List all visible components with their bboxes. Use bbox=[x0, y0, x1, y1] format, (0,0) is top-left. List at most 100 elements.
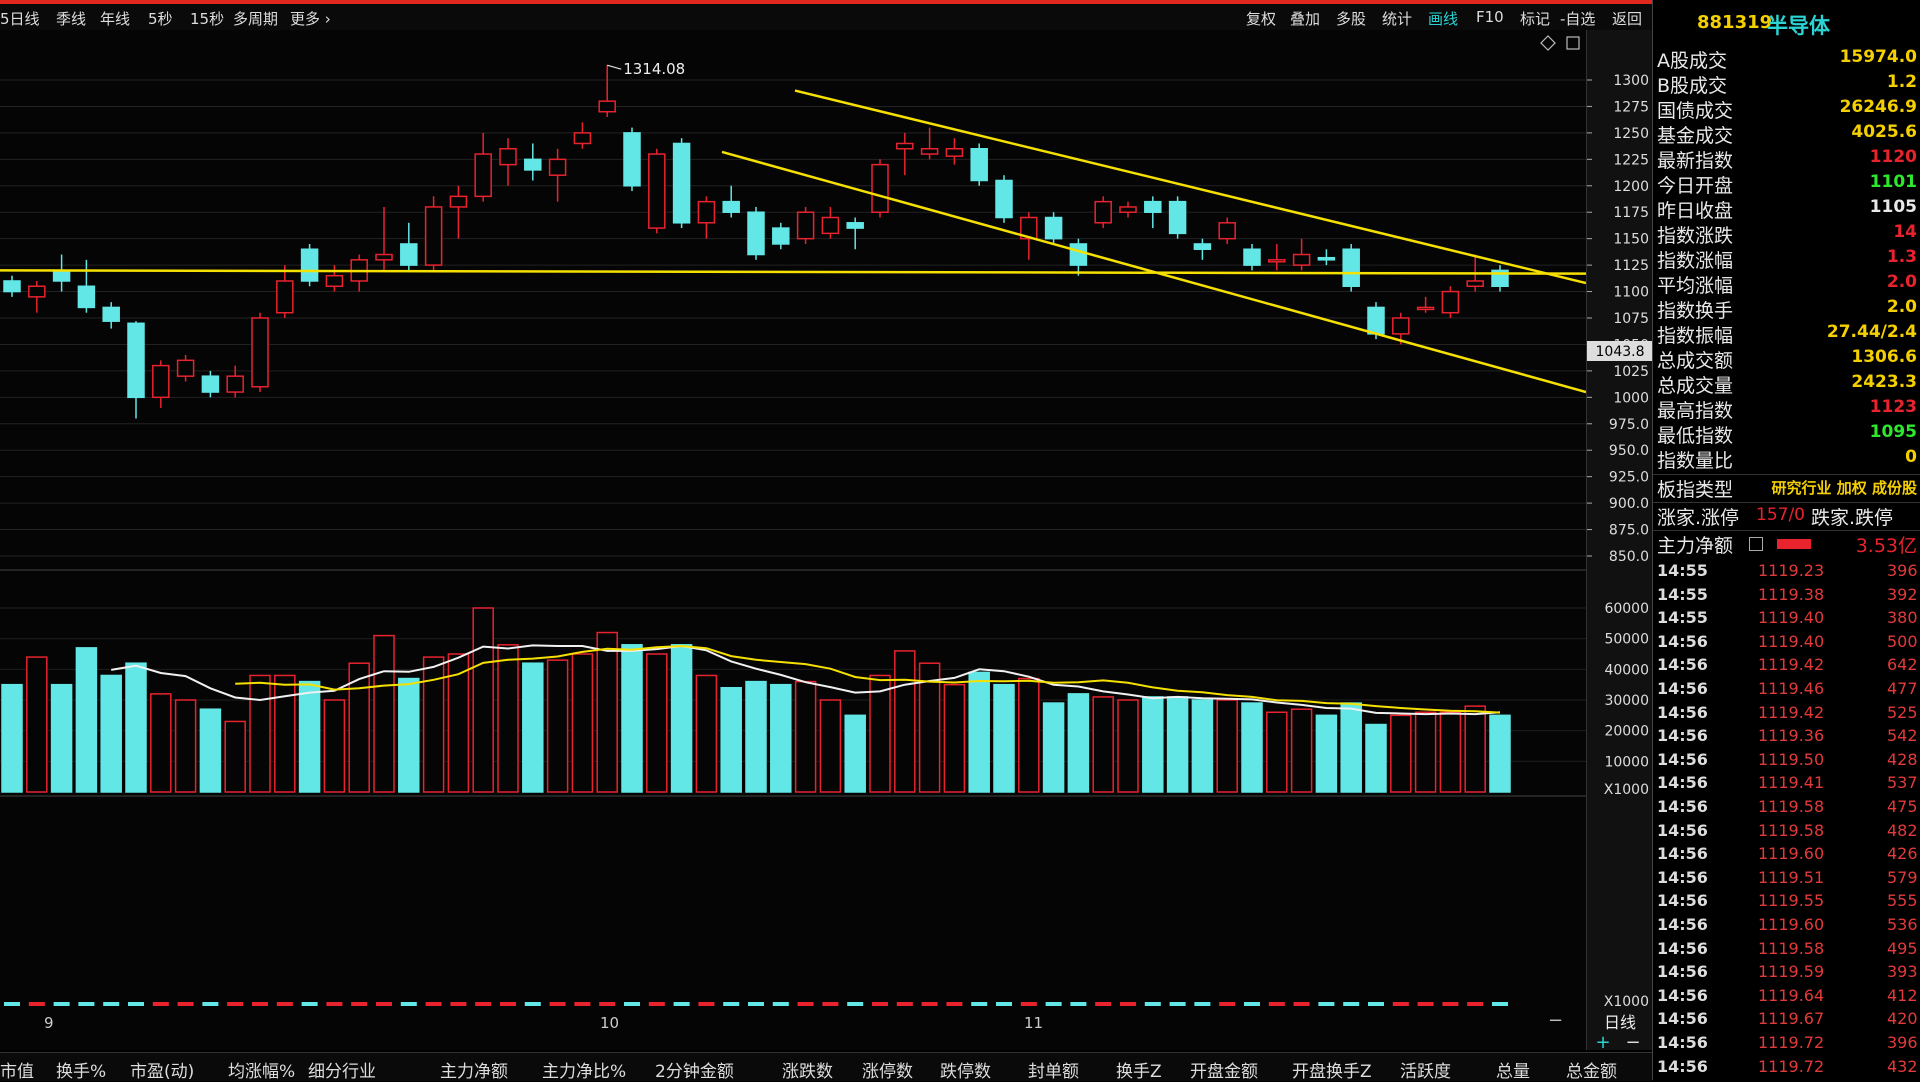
stat-label: 基金成交 bbox=[1657, 125, 1734, 147]
tool-draw-button[interactable]: 画线 bbox=[1428, 10, 1459, 28]
indicator-bar bbox=[648, 1002, 665, 1006]
bottom-tab[interactable]: 2分钟金额 bbox=[655, 1062, 734, 1082]
period-tab-year[interactable]: 年线 bbox=[100, 10, 131, 28]
period-tab-more[interactable]: 更多 › bbox=[290, 10, 331, 28]
diamond-icon[interactable] bbox=[1540, 35, 1556, 51]
candle-body bbox=[325, 274, 344, 288]
tool-stats-button[interactable]: 统计 bbox=[1382, 10, 1413, 28]
indicator-bar bbox=[1095, 1002, 1112, 1006]
indicator-bar bbox=[1417, 1002, 1434, 1006]
bottom-tab[interactable]: 总金额 bbox=[1566, 1062, 1617, 1082]
bottom-tab[interactable]: 主力净额 bbox=[440, 1062, 508, 1082]
bottom-tab[interactable]: 跌停数 bbox=[940, 1062, 991, 1082]
tool-overlay-button[interactable]: 叠加 bbox=[1290, 10, 1321, 28]
volume-bar bbox=[50, 683, 73, 793]
zoom-out-button[interactable]: − bbox=[1625, 1032, 1640, 1053]
tick-volume: 426 bbox=[1887, 844, 1918, 864]
zoom-in-button[interactable]: + bbox=[1595, 1032, 1610, 1053]
stat-value: 1306.6 bbox=[1851, 347, 1917, 367]
candle-body bbox=[424, 206, 443, 266]
bottom-tab[interactable]: 换手Z bbox=[1116, 1062, 1162, 1082]
candle-body bbox=[548, 158, 567, 176]
period-tab-multi[interactable]: 多周期 bbox=[233, 10, 279, 28]
stat-row: 国债成交 26246.9 bbox=[1653, 96, 1920, 122]
bottom-tab[interactable]: 主力净比% bbox=[542, 1062, 627, 1082]
upper-channel-line[interactable] bbox=[794, 89, 1587, 285]
stat-row: 指数涨跌 14 bbox=[1653, 221, 1920, 247]
tool-watchlist-button[interactable]: -自选 bbox=[1560, 10, 1596, 28]
bottom-tab[interactable]: 细分行业 bbox=[308, 1062, 376, 1082]
tick-time: 14:56 bbox=[1657, 915, 1708, 934]
stat-label: 最低指数 bbox=[1657, 425, 1734, 447]
volume-bar bbox=[125, 662, 147, 793]
volume-bar bbox=[1, 683, 23, 793]
net-flow-toggle-icon[interactable] bbox=[1749, 537, 1763, 551]
candle-body bbox=[1441, 290, 1460, 314]
tick-price: 1119.51 bbox=[1758, 867, 1825, 887]
bottom-tab[interactable]: 活跃度 bbox=[1400, 1062, 1451, 1082]
tick-time: 14:55 bbox=[1657, 584, 1708, 604]
candle-body bbox=[300, 248, 319, 282]
collapse-button[interactable]: − bbox=[1548, 1010, 1563, 1031]
volume-bar bbox=[670, 644, 693, 793]
tick-price: 1119.64 bbox=[1758, 985, 1825, 1005]
horizontal-support-line[interactable] bbox=[0, 269, 1587, 275]
tick-volume: 432 bbox=[1887, 1056, 1918, 1076]
tool-multistock-button[interactable]: 多股 bbox=[1336, 10, 1367, 28]
stat-label: 指数涨幅 bbox=[1657, 250, 1734, 272]
period-tab-5s[interactable]: 5秒 bbox=[148, 10, 173, 28]
bottom-tab[interactable]: 涨跌数 bbox=[782, 1062, 833, 1082]
tick-row: 14:56 1119.72 396 bbox=[1653, 1033, 1920, 1056]
volume-tick-label: 40000 bbox=[1604, 662, 1649, 678]
volume-ma-line bbox=[111, 644, 1501, 716]
period-tab-5day[interactable]: 5日线 bbox=[0, 10, 40, 28]
max-price-label: 1314.08 bbox=[623, 60, 685, 78]
indicator-bar bbox=[1392, 1002, 1409, 1006]
candle-body bbox=[276, 280, 294, 314]
candle-body bbox=[1020, 216, 1038, 240]
period-tab-15s[interactable]: 15秒 bbox=[190, 10, 225, 28]
bottom-tab[interactable]: 封单额 bbox=[1028, 1062, 1079, 1082]
window-icon[interactable] bbox=[1566, 36, 1580, 50]
candle-body bbox=[1292, 253, 1311, 266]
volume-bar bbox=[497, 644, 519, 793]
bottom-tab[interactable]: 市盈(动) bbox=[130, 1062, 195, 1082]
bottom-tab[interactable]: 开盘换手Z bbox=[1292, 1062, 1372, 1082]
candle-body bbox=[1094, 200, 1112, 224]
tool-mark-button[interactable]: 标记 bbox=[1520, 10, 1551, 28]
tick-row: 14:56 1119.58 482 bbox=[1653, 821, 1920, 844]
indicator-bar bbox=[475, 1002, 492, 1006]
period-tab-quarter[interactable]: 季线 bbox=[56, 10, 87, 28]
indicator-bar bbox=[872, 1002, 888, 1006]
candle-body bbox=[896, 142, 914, 150]
bottom-tab[interactable]: 均涨幅% bbox=[228, 1062, 296, 1082]
tick-price: 1119.41 bbox=[1758, 773, 1825, 793]
period-label[interactable]: 日线 bbox=[1604, 1013, 1636, 1032]
tick-volume: 555 bbox=[1887, 891, 1918, 911]
indicator-bar bbox=[78, 1002, 95, 1006]
volume-bar bbox=[1340, 702, 1362, 793]
stat-label: 最新指数 bbox=[1657, 150, 1734, 172]
indicator-bar bbox=[1467, 1002, 1484, 1006]
bottom-tab[interactable]: 换手% bbox=[56, 1062, 107, 1082]
lower-channel-line[interactable] bbox=[721, 150, 1587, 394]
tool-f10-button[interactable]: F10 bbox=[1476, 8, 1504, 26]
tick-time: 14:56 bbox=[1657, 985, 1708, 1005]
volume-bar bbox=[1067, 693, 1090, 793]
axis-tick-label: 950.0 bbox=[1609, 443, 1649, 459]
tool-back-button[interactable]: 返回 bbox=[1612, 10, 1643, 28]
tool-fuquan-button[interactable]: 复权 bbox=[1246, 10, 1277, 28]
tick-row: 14:56 1119.55 555 bbox=[1653, 891, 1920, 914]
bottom-tab[interactable]: 市值 bbox=[0, 1062, 34, 1082]
volume-bars bbox=[1, 607, 1511, 1006]
indicator-bar bbox=[450, 1002, 467, 1006]
kline-chart-svg[interactable]: 1314.08 9 10 11 − bbox=[0, 30, 1652, 1050]
stat-row: 总成交量 2423.3 bbox=[1653, 371, 1920, 397]
indicator-bar bbox=[1020, 1002, 1037, 1006]
stat-label: 昨日收盘 bbox=[1657, 200, 1734, 222]
indicator-bar bbox=[748, 1002, 764, 1006]
bottom-tab[interactable]: 总量 bbox=[1496, 1062, 1530, 1082]
bottom-tab[interactable]: 开盘金额 bbox=[1190, 1062, 1258, 1082]
bottom-tab[interactable]: 涨停数 bbox=[862, 1062, 913, 1082]
kline-chart-area[interactable]: 1314.08 9 10 11 − bbox=[0, 30, 1652, 1050]
